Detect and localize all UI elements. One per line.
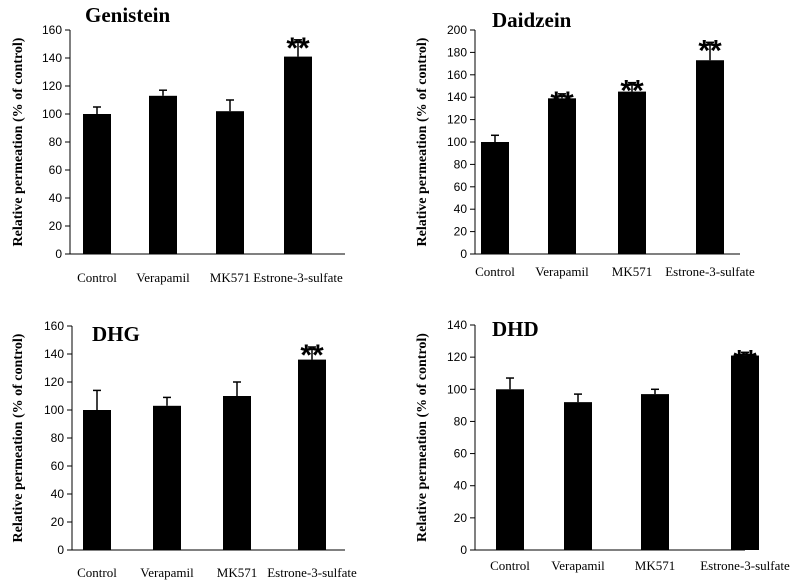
significance-marker: **	[300, 339, 324, 372]
x-category-label: Control	[77, 270, 117, 285]
y-tick-label: 60	[49, 163, 63, 177]
x-category-label: Estrone-3-sulfate	[267, 565, 357, 580]
y-tick-label: 140	[447, 90, 467, 104]
y-tick-label: 140	[447, 318, 467, 332]
bar	[298, 359, 326, 550]
bar	[481, 142, 509, 254]
y-tick-label: 20	[51, 515, 65, 529]
significance-marker: **	[733, 344, 757, 377]
y-tick-label: 80	[454, 157, 468, 171]
y-tick-label: 40	[454, 202, 468, 216]
x-category-label: Estrone-3-sulfate	[253, 270, 343, 285]
y-tick-label: 60	[454, 180, 468, 194]
bar	[83, 114, 111, 254]
y-tick-label: 80	[454, 414, 468, 428]
bar	[496, 389, 524, 550]
y-tick-label: 0	[460, 247, 467, 261]
x-category-label: Verapamil	[551, 558, 605, 573]
x-category-label: MK571	[217, 565, 257, 580]
bar	[149, 95, 177, 254]
significance-marker: **	[286, 32, 310, 65]
y-tick-label: 200	[447, 23, 467, 37]
significance-marker: **	[550, 86, 574, 119]
bar	[153, 405, 181, 550]
y-tick-label: 40	[49, 191, 63, 205]
bar	[731, 355, 759, 550]
y-tick-label: 120	[42, 79, 62, 93]
y-tick-label: 120	[44, 375, 64, 389]
y-tick-label: 120	[447, 113, 467, 127]
y-tick-label: 180	[447, 45, 467, 59]
x-category-label: Control	[475, 264, 515, 279]
y-tick-label: 160	[42, 23, 62, 37]
bar	[216, 111, 244, 254]
chart-title: Daidzein	[492, 8, 572, 32]
bar	[696, 60, 724, 254]
x-category-label: Verapamil	[535, 264, 589, 279]
y-tick-label: 0	[55, 247, 62, 261]
y-tick-label: 80	[51, 431, 65, 445]
y-axis-label: Relative permeation (% of control)	[11, 333, 26, 542]
y-tick-label: 0	[57, 543, 64, 557]
y-tick-label: 100	[447, 135, 467, 149]
y-tick-label: 0	[460, 543, 467, 557]
y-tick-label: 100	[44, 403, 64, 417]
bar	[223, 396, 251, 550]
bar	[618, 91, 646, 254]
x-category-label: Control	[77, 565, 117, 580]
y-tick-label: 80	[49, 135, 63, 149]
y-tick-label: 20	[454, 225, 468, 239]
y-tick-label: 100	[447, 382, 467, 396]
y-tick-label: 20	[49, 219, 63, 233]
x-category-label: Control	[490, 558, 530, 573]
chart-title: DHD	[492, 317, 539, 341]
x-category-label: MK571	[635, 558, 675, 573]
y-tick-label: 160	[447, 68, 467, 82]
x-category-label: Verapamil	[136, 270, 190, 285]
y-tick-label: 100	[42, 107, 62, 121]
chart-panel-0: 0 20 40 60 80 100 120 140 160 Control Verapamil MK5…	[11, 3, 345, 285]
bar	[284, 56, 312, 254]
bar	[564, 402, 592, 550]
chart-panel-1: 0 20 40 60 80 100 120 140 160 180 200 Control ** Vera…	[415, 8, 755, 279]
y-axis-label: Relative permeation (% of control)	[415, 37, 430, 246]
chart-title: DHG	[92, 322, 140, 346]
x-category-label: Verapamil	[140, 565, 194, 580]
y-tick-label: 120	[447, 350, 467, 364]
bar	[83, 410, 111, 550]
significance-marker: **	[698, 34, 722, 67]
y-axis-label: Relative permeation (% of control)	[415, 333, 430, 542]
chart-panel-2: 0 20 40 60 80 100 120 140 160 Control Verapamil MK5…	[11, 319, 357, 580]
y-tick-label: 60	[454, 447, 468, 461]
significance-marker: **	[620, 75, 644, 108]
y-tick-label: 20	[454, 511, 468, 525]
x-category-label: Estrone-3-sulfate	[665, 264, 755, 279]
bar	[641, 394, 669, 550]
y-tick-label: 140	[42, 51, 62, 65]
y-tick-label: 40	[454, 479, 468, 493]
bar	[548, 98, 576, 254]
x-category-label: Estrone-3-sulfate	[700, 558, 790, 573]
chart-title: Genistein	[85, 3, 170, 27]
y-axis-label: Relative permeation (% of control)	[11, 37, 26, 246]
y-tick-label: 40	[51, 487, 65, 501]
x-category-label: MK571	[210, 270, 250, 285]
y-tick-label: 60	[51, 459, 65, 473]
y-tick-label: 140	[44, 347, 64, 361]
y-tick-label: 160	[44, 319, 64, 333]
x-category-label: MK571	[612, 264, 652, 279]
chart-panel-3: 0 20 40 60 80 100 120 140 Control Verapamil MK571 *…	[415, 317, 790, 573]
